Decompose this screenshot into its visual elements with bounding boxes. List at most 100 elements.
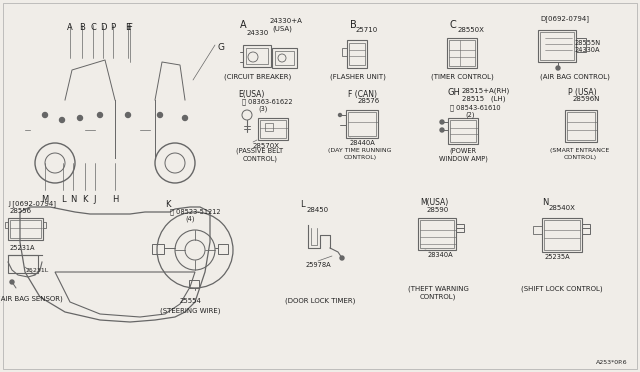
Text: C: C — [450, 20, 457, 30]
Text: 28576: 28576 — [358, 98, 380, 104]
Text: J: J — [93, 195, 96, 204]
Text: (DOOR LOCK TIMER): (DOOR LOCK TIMER) — [285, 298, 355, 305]
Text: M: M — [42, 195, 49, 204]
Bar — [152, 244, 164, 254]
Text: 28515   (LH): 28515 (LH) — [462, 96, 506, 103]
Bar — [544, 220, 580, 250]
Circle shape — [157, 112, 163, 118]
Bar — [265, 123, 273, 131]
Bar — [540, 32, 574, 60]
Text: F: F — [127, 23, 132, 32]
Text: (AIR BAG CONTROL): (AIR BAG CONTROL) — [540, 73, 610, 80]
Text: M(USA): M(USA) — [420, 198, 448, 207]
Text: 28555N: 28555N — [575, 40, 601, 46]
Bar — [342, 48, 347, 56]
Text: A253*0P.6: A253*0P.6 — [596, 360, 628, 365]
Text: J [0692-0794]: J [0692-0794] — [8, 200, 56, 207]
Circle shape — [97, 112, 102, 118]
Text: 28340A: 28340A — [428, 252, 454, 258]
Text: L: L — [300, 200, 305, 209]
Text: (4): (4) — [185, 216, 195, 222]
Text: (THEFT WARNING: (THEFT WARNING — [408, 285, 468, 292]
Text: N: N — [70, 195, 76, 204]
Text: Ⓢ 08363-61622: Ⓢ 08363-61622 — [242, 98, 292, 105]
Circle shape — [77, 115, 83, 121]
Text: 24330A: 24330A — [575, 47, 600, 53]
Text: C: C — [90, 23, 96, 32]
Text: (AIR BAG SENSOR): (AIR BAG SENSOR) — [0, 295, 62, 301]
Bar — [189, 280, 199, 288]
Text: K: K — [165, 200, 170, 209]
Text: Ⓢ 08523-51212: Ⓢ 08523-51212 — [170, 208, 221, 215]
Text: 28440A: 28440A — [350, 140, 376, 146]
Text: 28596N: 28596N — [573, 96, 600, 102]
Text: 28450: 28450 — [307, 207, 329, 213]
Text: 28540X: 28540X — [549, 205, 576, 211]
Text: 25231L: 25231L — [25, 268, 48, 273]
Text: B: B — [350, 20, 356, 30]
Text: 25978A: 25978A — [306, 262, 332, 268]
Bar — [260, 120, 286, 138]
Text: 28590: 28590 — [427, 207, 449, 213]
Bar — [43, 222, 46, 228]
Text: N: N — [542, 198, 548, 207]
Text: 28570X: 28570X — [253, 143, 280, 149]
Text: P (USA): P (USA) — [568, 88, 596, 97]
Bar — [8, 218, 43, 240]
Text: (STEERING WIRE): (STEERING WIRE) — [160, 307, 220, 314]
Bar — [243, 45, 271, 67]
Bar — [418, 218, 456, 250]
Bar — [5, 222, 8, 228]
Bar — [576, 38, 586, 52]
Text: 28515+A(RH): 28515+A(RH) — [462, 88, 510, 94]
Text: 24330: 24330 — [247, 30, 269, 36]
Text: H: H — [112, 195, 118, 204]
Text: (FLASHER UNIT): (FLASHER UNIT) — [330, 73, 386, 80]
Text: WINDOW AMP): WINDOW AMP) — [438, 155, 488, 161]
Text: D[0692-0794]: D[0692-0794] — [540, 15, 589, 22]
Text: 25235A: 25235A — [545, 254, 571, 260]
Text: GH: GH — [448, 88, 461, 97]
Text: (SHIFT LOCK CONTROL): (SHIFT LOCK CONTROL) — [521, 285, 603, 292]
Bar — [533, 226, 542, 234]
Bar — [582, 224, 590, 234]
Text: L: L — [61, 195, 65, 204]
Text: A: A — [240, 20, 246, 30]
Text: E(USA): E(USA) — [238, 90, 264, 99]
Circle shape — [42, 112, 47, 118]
Text: 25231A: 25231A — [10, 245, 35, 251]
Bar — [10, 220, 41, 238]
Text: P: P — [111, 23, 116, 32]
Text: 25554: 25554 — [179, 298, 201, 304]
Text: (DAY TIME RUNNING: (DAY TIME RUNNING — [328, 148, 392, 153]
Text: D: D — [100, 23, 106, 32]
Text: (2): (2) — [465, 112, 474, 119]
Bar — [542, 218, 582, 252]
Text: CONTROL): CONTROL) — [420, 293, 456, 299]
Text: CONTROL): CONTROL) — [344, 155, 376, 160]
Text: 28556: 28556 — [10, 208, 32, 214]
Circle shape — [440, 120, 444, 124]
Bar — [258, 118, 288, 140]
Bar — [567, 112, 595, 140]
Circle shape — [182, 115, 188, 121]
Bar — [8, 255, 38, 273]
Text: 24330+A: 24330+A — [270, 18, 303, 24]
Text: (SMART ENTRANCE: (SMART ENTRANCE — [550, 148, 610, 153]
Text: 28550X: 28550X — [458, 27, 485, 33]
Bar — [447, 38, 477, 68]
Text: 25710: 25710 — [356, 27, 378, 33]
Bar — [420, 220, 454, 248]
Text: F (CAN): F (CAN) — [348, 90, 377, 99]
Bar — [456, 224, 464, 232]
Text: A: A — [67, 23, 73, 32]
Circle shape — [60, 118, 65, 122]
Bar — [449, 40, 475, 66]
Circle shape — [10, 280, 14, 284]
Bar — [218, 244, 228, 254]
Text: (CIRCUIT BREAKER): (CIRCUIT BREAKER) — [225, 73, 292, 80]
Bar — [450, 120, 476, 142]
Circle shape — [440, 128, 444, 132]
Circle shape — [340, 256, 344, 260]
Text: Ⓢ 08543-61610: Ⓢ 08543-61610 — [450, 104, 500, 110]
